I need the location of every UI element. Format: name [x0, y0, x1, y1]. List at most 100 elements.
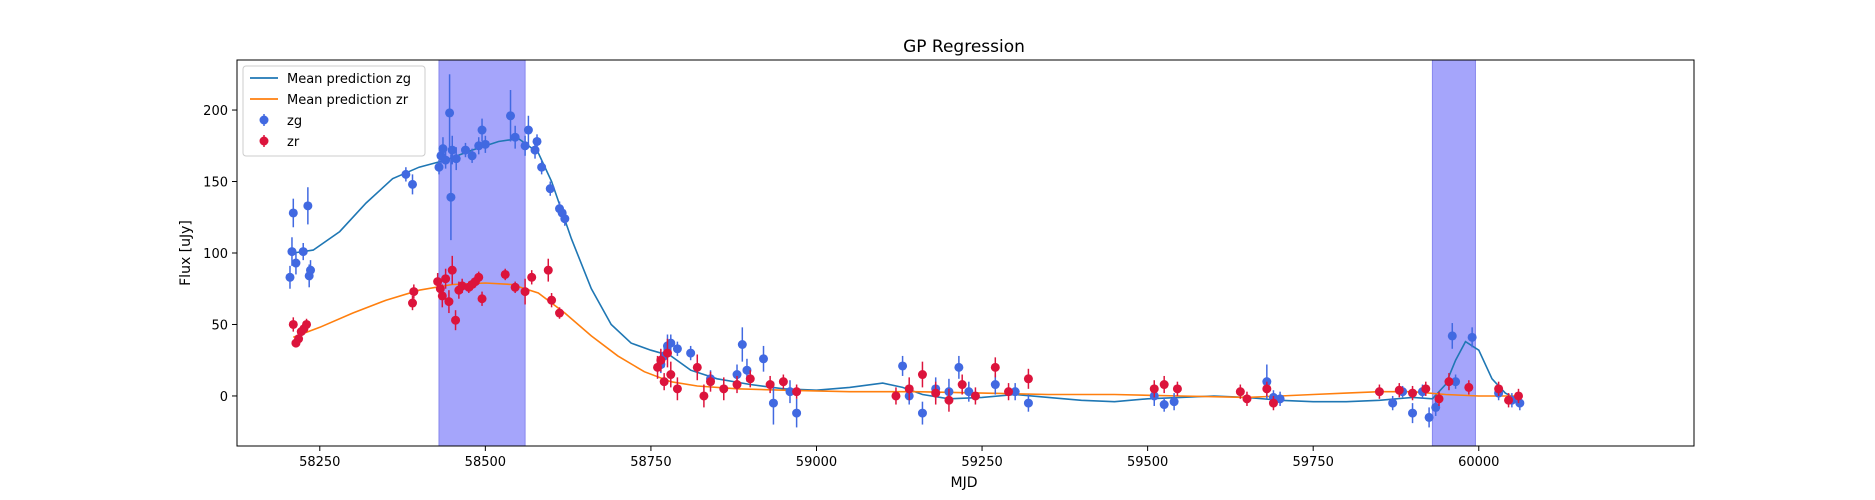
data-point-zg — [1010, 387, 1020, 397]
y-tick-label: 0 — [220, 390, 228, 405]
data-point-zr — [1504, 395, 1514, 405]
data-point-zr — [944, 395, 954, 405]
data-point-zr — [891, 391, 901, 401]
data-point-zg — [401, 169, 411, 179]
data-point-zr — [547, 295, 557, 305]
data-point-zr — [672, 384, 682, 394]
data-point-zg — [1023, 398, 1033, 408]
line-mean-prediction-zg — [293, 137, 1523, 403]
data-point-zr — [1374, 387, 1384, 397]
data-point-zg — [732, 370, 742, 380]
legend-label: Mean prediction zg — [287, 72, 411, 87]
data-point-zr — [666, 370, 676, 380]
data-point-zg — [306, 265, 316, 275]
data-point-zg — [560, 214, 570, 224]
data-point-zr — [1464, 382, 1474, 392]
y-tick-label: 150 — [203, 176, 228, 191]
data-point-zg — [1169, 397, 1179, 407]
data-point-zg — [288, 208, 298, 218]
data-point-zg — [1447, 331, 1457, 341]
data-point-zg — [686, 348, 696, 358]
data-point-zr — [447, 265, 457, 275]
x-tick-label: 58500 — [465, 455, 506, 470]
data-point-zr — [719, 384, 729, 394]
data-point-zr — [692, 362, 702, 372]
legend-label: zg — [287, 114, 302, 129]
y-axis-label: Flux [uJy] — [178, 220, 194, 286]
data-point-zr — [706, 377, 716, 387]
data-point-zr — [1235, 387, 1245, 397]
data-point-zg — [530, 145, 540, 155]
data-point-zg — [434, 162, 444, 172]
x-tick-label: 58250 — [299, 455, 340, 470]
data-point-zg — [990, 380, 1000, 390]
x-axis-ticks: 58250 58500 58750 59000 59250 59500 59750 60000 — [299, 446, 1499, 470]
plot-area — [285, 59, 1525, 447]
data-point-zr — [510, 282, 520, 292]
data-point-zg — [480, 139, 490, 149]
data-point-zr — [409, 287, 419, 297]
data-point-zg — [964, 387, 974, 397]
data-point-zr — [970, 391, 980, 401]
data-point-zg — [451, 154, 461, 164]
data-point-zr — [662, 348, 672, 358]
data-point-zg — [1424, 412, 1434, 422]
data-point-zr — [408, 298, 418, 308]
data-point-zg — [1515, 398, 1525, 408]
data-points — [285, 74, 1525, 428]
data-point-zg — [742, 365, 752, 375]
data-point-zr — [699, 391, 709, 401]
x-tick-label: 59000 — [796, 455, 837, 470]
data-point-zr — [778, 377, 788, 387]
data-point-zg — [467, 151, 477, 161]
data-point-zr — [765, 380, 775, 390]
data-point-zr — [1434, 394, 1444, 404]
shaded-regions — [438, 59, 1476, 447]
data-point-zg — [447, 145, 457, 155]
data-point-zg — [737, 339, 747, 349]
y-axis-ticks: 0 50 100 150 200 — [203, 104, 237, 405]
data-point-zr — [1408, 388, 1418, 398]
data-point-zg — [1159, 400, 1169, 410]
data-point-zg — [523, 125, 533, 135]
data-point-zg — [532, 136, 542, 146]
data-point-zg — [510, 132, 520, 142]
legend-label: zr — [287, 135, 300, 150]
legend-label: Mean prediction zr — [287, 93, 409, 108]
data-point-zg — [408, 179, 418, 189]
data-point-zr — [659, 377, 669, 387]
data-point-zg — [545, 184, 555, 194]
y-tick-label: 200 — [203, 104, 228, 119]
data-point-zr — [437, 291, 447, 301]
data-point-zr — [1444, 377, 1454, 387]
y-tick-label: 50 — [211, 318, 228, 333]
data-point-zr — [653, 362, 663, 372]
data-point-zr — [1004, 387, 1014, 397]
data-point-zr — [1023, 374, 1033, 384]
series-zr — [288, 255, 1523, 412]
data-point-zr — [904, 384, 914, 394]
data-point-zr — [474, 272, 484, 282]
data-point-zg — [768, 398, 778, 408]
data-point-zg — [898, 361, 908, 371]
data-point-zr — [656, 355, 666, 365]
data-point-zg — [759, 354, 769, 364]
data-point-zr — [1421, 384, 1431, 394]
data-point-zr — [1268, 398, 1278, 408]
data-point-zg — [285, 272, 295, 282]
data-point-zg — [287, 247, 297, 257]
data-point-zr — [792, 387, 802, 397]
x-axis-label: MJD — [951, 475, 978, 491]
data-point-zr — [745, 374, 755, 384]
data-point-zg — [441, 155, 451, 165]
data-point-zg — [666, 338, 676, 348]
data-point-zg — [1388, 398, 1398, 408]
legend-marker-swatch — [259, 115, 269, 125]
data-point-zr — [1494, 384, 1504, 394]
data-point-zr — [1172, 384, 1182, 394]
data-point-zr — [288, 319, 298, 329]
data-point-zg — [792, 408, 802, 418]
data-point-zg — [1408, 408, 1418, 418]
data-point-zr — [527, 272, 537, 282]
legend-box — [242, 65, 426, 157]
